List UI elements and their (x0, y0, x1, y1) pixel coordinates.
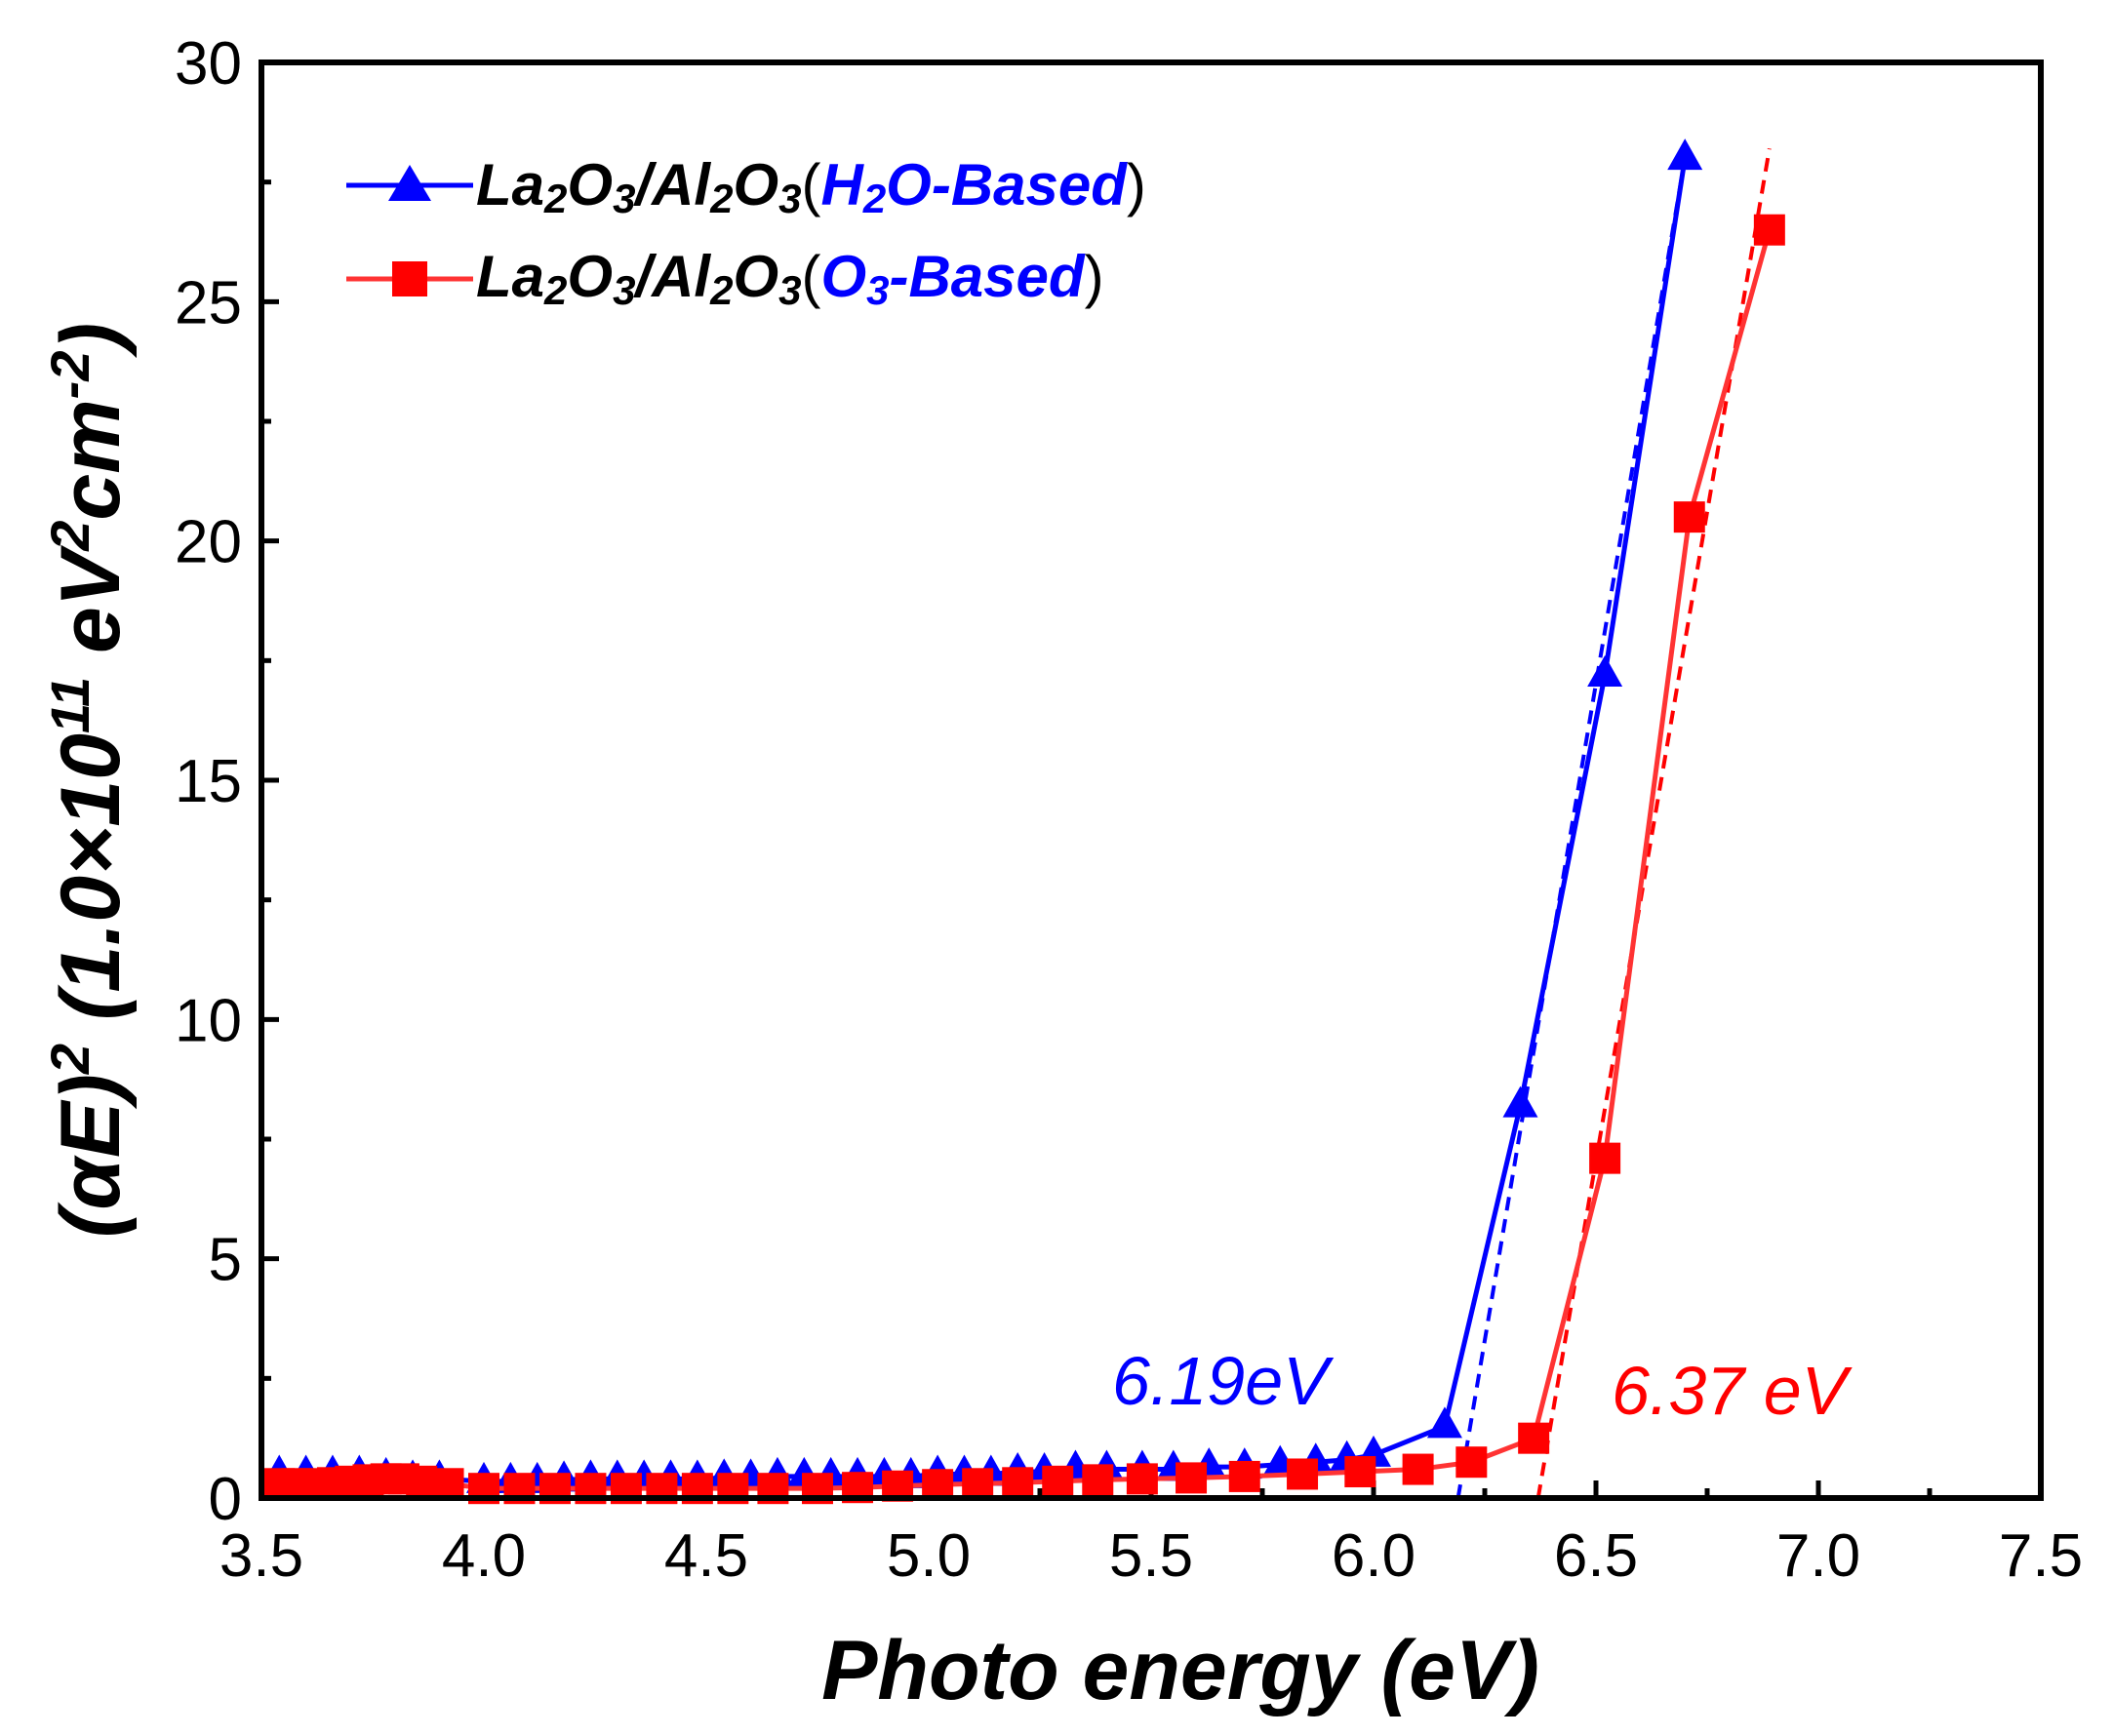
x-tick-label: 3.5 (219, 1522, 303, 1590)
annotation-o3-bandgap: 6.37 eV (1612, 1353, 1854, 1429)
square-point (1176, 1462, 1208, 1494)
square-point (1344, 1456, 1376, 1488)
series-line-square (279, 229, 1773, 1491)
x-axis-title: Photo energy (eV) (821, 1624, 1539, 1717)
square-point (1673, 501, 1705, 533)
tick-labels: 3.5 4.0 4.5 5.0 5.5 6.0 6.5 7.0 7.5 0 5 10 15 20 25 30 (175, 30, 2083, 1590)
y-axis-title: (αE)2 (1.0×1011 eV2cm-2) (39, 323, 139, 1238)
x-tick-label: 6.0 (1332, 1522, 1415, 1590)
square-point (1082, 1464, 1114, 1496)
y-tick-label: 30 (175, 30, 242, 98)
y-title-sup-b: 11 (39, 677, 100, 733)
x-tick-label: 5.0 (887, 1522, 971, 1590)
legend-square-marker (392, 261, 427, 296)
triangle-point (1426, 1406, 1462, 1439)
y-title-sup-c: 2 (39, 521, 100, 552)
y-title-part-b: (1.0×10 (44, 733, 138, 1044)
y-title-sup-d: -2 (39, 351, 100, 400)
y-tick-label: 5 (209, 1227, 242, 1294)
square-point (432, 1468, 464, 1500)
square-point (1455, 1446, 1488, 1479)
series-group (261, 138, 1785, 1505)
legend-label-o3: La2O3/Al2O3(O3-Based) (476, 244, 1104, 313)
square-point (1589, 1142, 1621, 1174)
plot-frame (259, 59, 2044, 1501)
legend: La2O3/Al2O3(H2O-Based) La2O3/Al2O3(O3-Ba… (346, 152, 1146, 313)
series-line-triangle (279, 157, 1688, 1484)
x-tick-label: 7.5 (1999, 1522, 2083, 1590)
y-title-part-c: eV (44, 544, 138, 677)
square-point (1002, 1467, 1034, 1499)
square-point (1518, 1422, 1550, 1454)
legend-triangle-marker (388, 165, 431, 201)
square-point (1753, 214, 1785, 246)
y-title-sup-a: 2 (39, 1044, 100, 1075)
y-tick-label: 25 (175, 269, 242, 336)
triangle-point (1502, 1085, 1538, 1118)
y-tick-label: 20 (175, 509, 242, 576)
square-point (922, 1469, 954, 1501)
square-point (962, 1468, 994, 1500)
square-point (1126, 1463, 1158, 1495)
square-point (1287, 1458, 1319, 1490)
y-tick-label: 10 (175, 987, 242, 1054)
x-tick-label: 4.0 (442, 1522, 526, 1590)
legend-entry-o3: La2O3/Al2O3(O3-Based) (346, 244, 1104, 313)
x-tick-label: 7.0 (1776, 1522, 1860, 1590)
square-point (1402, 1453, 1434, 1485)
legend-label-h2o: La2O3/Al2O3(H2O-Based) (476, 152, 1146, 221)
legend-entry-h2o: La2O3/Al2O3(H2O-Based) (346, 152, 1146, 221)
triangle-point (1667, 138, 1703, 171)
y-title-part-d: cm (44, 399, 138, 520)
triangle-point (1587, 655, 1623, 688)
square-point (406, 1465, 438, 1497)
y-tick-label: 15 (175, 748, 242, 815)
x-tick-label: 5.5 (1109, 1522, 1193, 1590)
fit-line-h2o-based (1455, 157, 1688, 1499)
annotation-h2o-bandgap: 6.19eV (1112, 1343, 1335, 1419)
square-point (1042, 1465, 1074, 1497)
fit-lines (1455, 147, 1772, 1499)
x-tick-label: 6.5 (1554, 1522, 1638, 1590)
x-tick-label: 4.5 (664, 1522, 748, 1590)
y-tick-label: 0 (209, 1466, 242, 1533)
y-title-part-a: (αE) (44, 1074, 138, 1238)
square-point (1228, 1460, 1260, 1492)
